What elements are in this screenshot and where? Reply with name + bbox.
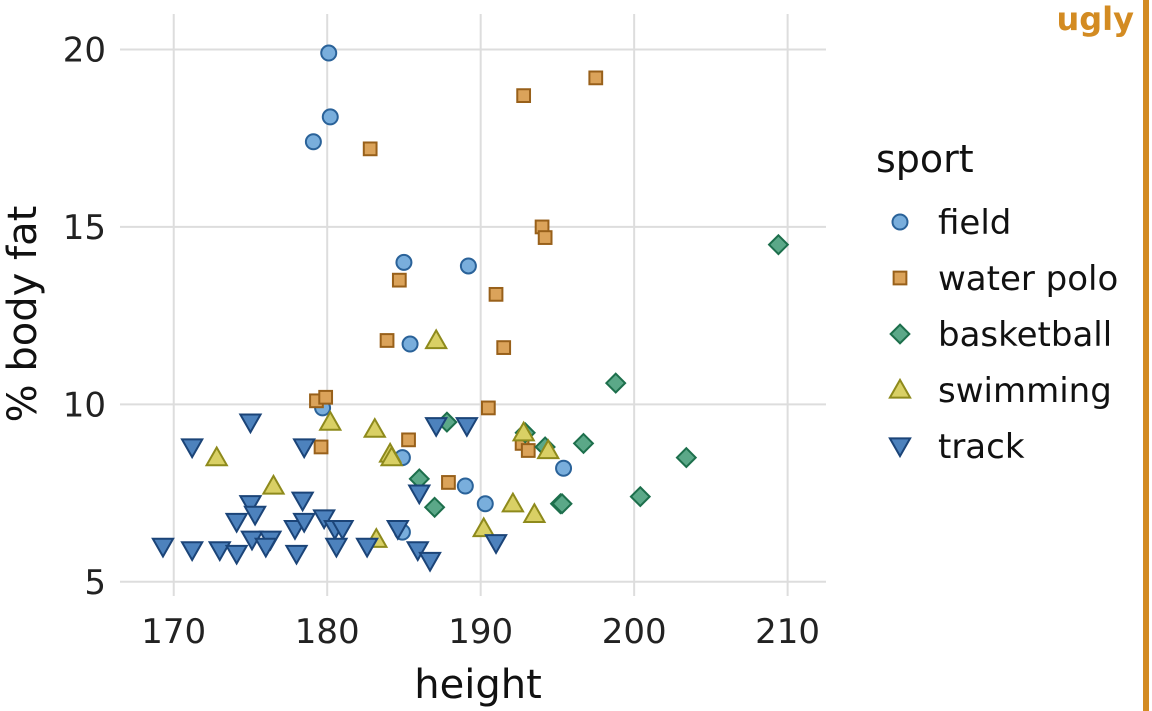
- water-polo-point: [318, 389, 334, 405]
- track-point: [224, 544, 249, 566]
- legend-label-field: field: [938, 203, 1011, 243]
- track-point: [330, 519, 355, 541]
- track-point: [424, 417, 449, 438]
- legend-marker-track: [888, 437, 912, 459]
- field-point: [459, 257, 477, 275]
- water-polo-point: [379, 333, 395, 348]
- water-polo-point: [391, 272, 407, 288]
- field-point: [476, 495, 494, 513]
- y-axis-title: % body fat: [0, 206, 46, 423]
- track-point: [180, 541, 204, 563]
- track-point: [292, 438, 317, 460]
- track-point: [243, 505, 267, 527]
- track-point: [207, 541, 232, 563]
- swimming-point: [204, 445, 229, 467]
- track-point: [284, 544, 309, 566]
- swimming-point: [501, 491, 525, 513]
- field-point: [456, 477, 474, 495]
- field-point: [321, 108, 339, 126]
- y-tick-label: 20: [63, 30, 106, 70]
- legend-label-water-polo: water polo: [938, 259, 1118, 299]
- track-point: [324, 537, 349, 559]
- water-polo-point: [313, 439, 329, 455]
- track-point: [484, 534, 508, 555]
- y-tick-label: 10: [63, 385, 106, 425]
- water-polo-point: [488, 286, 504, 302]
- legend-label-swimming: swimming: [938, 371, 1112, 411]
- track-point: [238, 495, 263, 516]
- legend-label-track: track: [938, 427, 1025, 467]
- water-polo-point: [537, 230, 553, 245]
- track-point: [290, 491, 315, 513]
- tag-label: ugly: [1056, 0, 1134, 38]
- basketball-point: [604, 372, 627, 394]
- legend-marker-field: [891, 213, 909, 231]
- water-polo-point: [480, 400, 496, 416]
- water-polo-point: [516, 88, 532, 103]
- water-polo-point: [520, 443, 536, 458]
- swimming-point: [522, 502, 547, 523]
- track-point: [253, 537, 278, 559]
- swimming-point: [424, 328, 449, 350]
- field-point: [304, 133, 322, 151]
- water-polo-point: [496, 340, 512, 355]
- basketball-point: [423, 496, 446, 519]
- basketball-point: [629, 485, 652, 508]
- track-point: [418, 551, 442, 573]
- y-tick-label: 15: [63, 208, 106, 248]
- water-polo-point: [441, 475, 456, 490]
- grid-lines: [120, 14, 826, 596]
- x-axis-title: height: [414, 662, 542, 708]
- basketball-point: [675, 446, 698, 469]
- track-point: [385, 519, 410, 541]
- swimming-point: [261, 473, 286, 495]
- swimming-point: [318, 409, 343, 431]
- swimming-point: [536, 438, 561, 460]
- swimming-point: [511, 420, 536, 442]
- legend-title: sport: [876, 137, 974, 181]
- x-tick-label: 170: [141, 612, 206, 652]
- field-point: [320, 44, 338, 62]
- basketball-point: [767, 233, 790, 256]
- swimming-point: [471, 516, 496, 538]
- field-point: [401, 335, 419, 353]
- legend-marker-basketball: [889, 323, 911, 345]
- track-point: [407, 484, 432, 506]
- basketball-point: [572, 432, 595, 455]
- x-tick-label: 210: [755, 612, 820, 652]
- swimming-point: [379, 445, 404, 467]
- legend-label-basketball: basketball: [938, 315, 1112, 355]
- swimming-point: [362, 417, 387, 438]
- x-tick-label: 190: [448, 612, 513, 652]
- data-points: [151, 44, 790, 573]
- water-polo-point: [401, 432, 416, 448]
- legend: sport field water polo basketball swimming t…: [876, 137, 1118, 467]
- x-axis-ticks: 170 180 190 200 210: [141, 612, 820, 652]
- legend-marker-water-polo: [892, 270, 908, 286]
- track-point: [151, 537, 175, 559]
- basketball-point: [551, 492, 573, 515]
- field-point: [555, 459, 573, 477]
- track-point: [224, 512, 249, 534]
- y-tick-label: 5: [84, 563, 106, 603]
- track-point: [312, 509, 336, 531]
- track-point: [238, 413, 263, 435]
- track-point: [292, 512, 317, 534]
- x-tick-label: 180: [295, 612, 360, 652]
- track-point: [455, 417, 479, 438]
- field-point: [395, 253, 413, 271]
- track-point: [405, 541, 430, 563]
- y-axis-ticks: 5 10 15 20: [63, 30, 106, 602]
- x-tick-label: 200: [602, 612, 667, 652]
- water-polo-point: [588, 70, 604, 86]
- legend-marker-swimming: [888, 377, 912, 399]
- water-polo-point: [362, 141, 378, 157]
- track-point: [180, 438, 204, 460]
- track-point: [355, 537, 379, 559]
